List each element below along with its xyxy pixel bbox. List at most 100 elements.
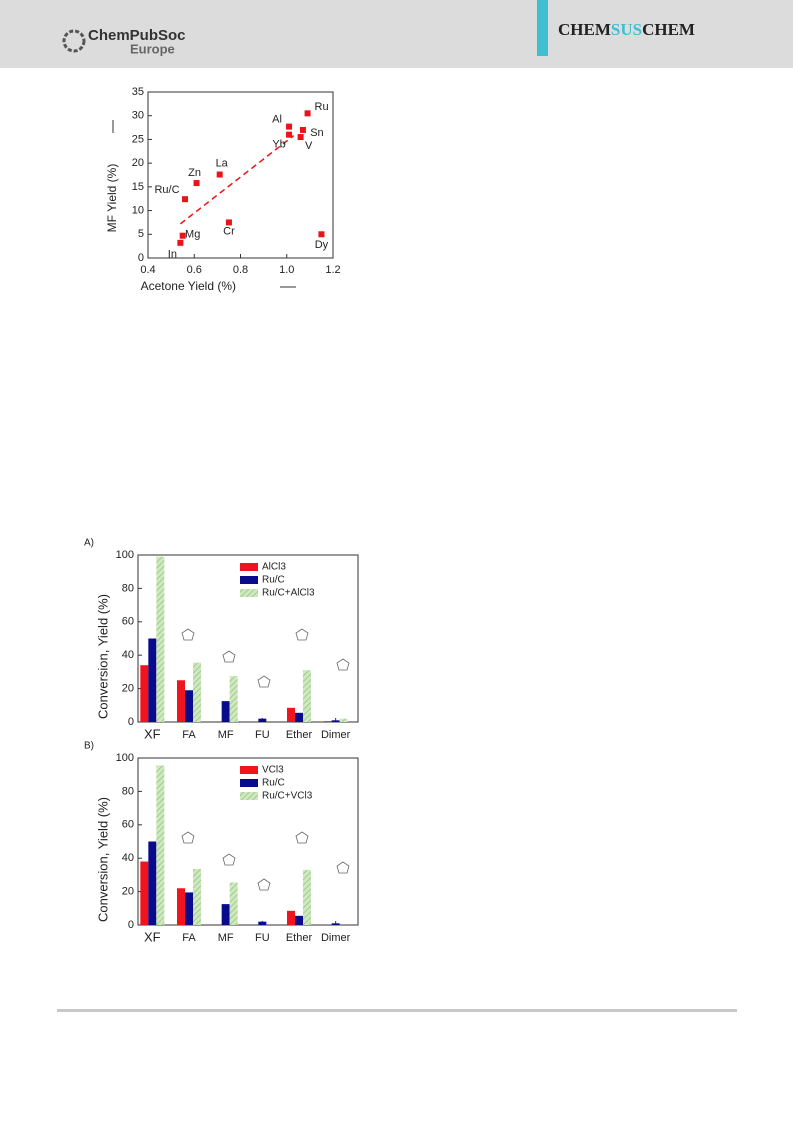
point (177, 239, 184, 246)
trend-line (179, 135, 295, 225)
y-tick-label: 20 (132, 157, 144, 169)
journal-part: CHEM (558, 20, 611, 39)
bar (303, 670, 311, 722)
journal-part: CHEM (642, 20, 695, 39)
bar (148, 638, 157, 722)
point-label: Zn (188, 167, 201, 179)
plot-frame (137, 554, 359, 723)
x-tick-label: 0.6 (187, 264, 202, 276)
y-tick-label: 0 (128, 716, 134, 728)
point (182, 196, 188, 203)
y-tick-label: 5 (138, 228, 144, 240)
bar (303, 869, 311, 925)
region: Europe (130, 41, 175, 56)
x-tick-label: MF (218, 932, 234, 944)
y-axis-label: Conversion, Yield (%) (95, 594, 110, 719)
plot-frame (137, 757, 359, 926)
y-tick-label: 10 (132, 204, 144, 216)
legend-swatch (240, 576, 258, 584)
x-tick-label: XF (144, 726, 161, 741)
point (297, 134, 304, 141)
publisher: ChemPubSoc (88, 27, 186, 44)
point-label: V (305, 140, 313, 152)
point (225, 219, 232, 226)
y-tick-label: 40 (122, 649, 134, 661)
y-tick-label: 20 (122, 683, 134, 695)
molecule-icon (295, 831, 309, 844)
point-label: Al (272, 114, 282, 126)
point-label: Cr (223, 225, 235, 237)
y-tick-label: 40 (122, 852, 134, 864)
point-label: La (216, 157, 229, 169)
bar (177, 888, 185, 925)
legend-swatch (240, 766, 258, 774)
bar (140, 861, 149, 925)
bar (193, 662, 201, 722)
molecule-icon (336, 861, 350, 874)
x-tick-label: 1.0 (279, 264, 294, 276)
journal-bar (537, 0, 548, 56)
molecule-icon (257, 878, 271, 891)
bar (229, 676, 238, 722)
panel-label: A) (84, 538, 94, 549)
molecule-icon (257, 675, 271, 688)
legend-label: Ru/C+AlCl3 (262, 588, 315, 599)
y-tick-label: 80 (122, 785, 134, 797)
molecule-icon (295, 628, 309, 641)
y-tick-label: 30 (132, 110, 144, 122)
point-label: Mg (185, 229, 200, 241)
molecule-icon (222, 853, 236, 866)
point-label: In (168, 249, 177, 261)
bar (193, 869, 201, 925)
bar (177, 680, 185, 722)
legend-label: AlCl3 (262, 562, 286, 573)
point (179, 232, 186, 239)
bar (221, 701, 230, 722)
legend-swatch (240, 779, 258, 787)
y-tick-label: 100 (116, 752, 134, 764)
point (304, 110, 311, 117)
bar (287, 707, 295, 722)
x-tick-label: Dimer (321, 729, 351, 741)
y-axis-label: Conversion, Yield (%) (95, 797, 110, 922)
molecule-icon (181, 628, 195, 641)
bar (323, 721, 332, 722)
x-tick-label: 0.8 (233, 264, 248, 276)
y-tick-label: 60 (122, 819, 134, 831)
legend-swatch (240, 563, 258, 571)
bar (258, 921, 267, 925)
molecule-icon (181, 831, 195, 844)
molecule-icon (222, 650, 236, 663)
x-tick-label: 0.4 (140, 264, 155, 276)
legend-label: VCl3 (262, 765, 284, 776)
point-label: Sn (310, 127, 323, 139)
point (299, 126, 306, 133)
header-band (0, 0, 793, 68)
point (286, 131, 293, 138)
x-tick-label: Dimer (321, 932, 351, 944)
bar (339, 718, 348, 722)
x-tick-label: FA (182, 932, 196, 944)
point-label: Ru/C (154, 184, 179, 196)
bar (221, 904, 230, 925)
legend-label: Ru/C (262, 778, 285, 789)
journal-part: SUS (611, 20, 642, 39)
bar (148, 841, 157, 925)
bar (156, 765, 165, 925)
y-tick-label: 35 (132, 86, 144, 98)
point-label: Ru (315, 101, 329, 113)
y-tick-label: 100 (116, 549, 134, 561)
bar (295, 712, 303, 722)
bar (331, 923, 340, 925)
x-tick-label: MF (218, 729, 234, 741)
plot-frame (147, 91, 334, 259)
bar (295, 915, 303, 925)
bar (229, 882, 238, 925)
x-tick-label: 1.2 (325, 264, 340, 276)
x-tick-label: Ether (286, 932, 313, 944)
legend-swatch (240, 792, 258, 800)
legend-label: Ru/C (262, 575, 285, 586)
molecule-icon (336, 658, 350, 671)
bar (258, 718, 267, 722)
